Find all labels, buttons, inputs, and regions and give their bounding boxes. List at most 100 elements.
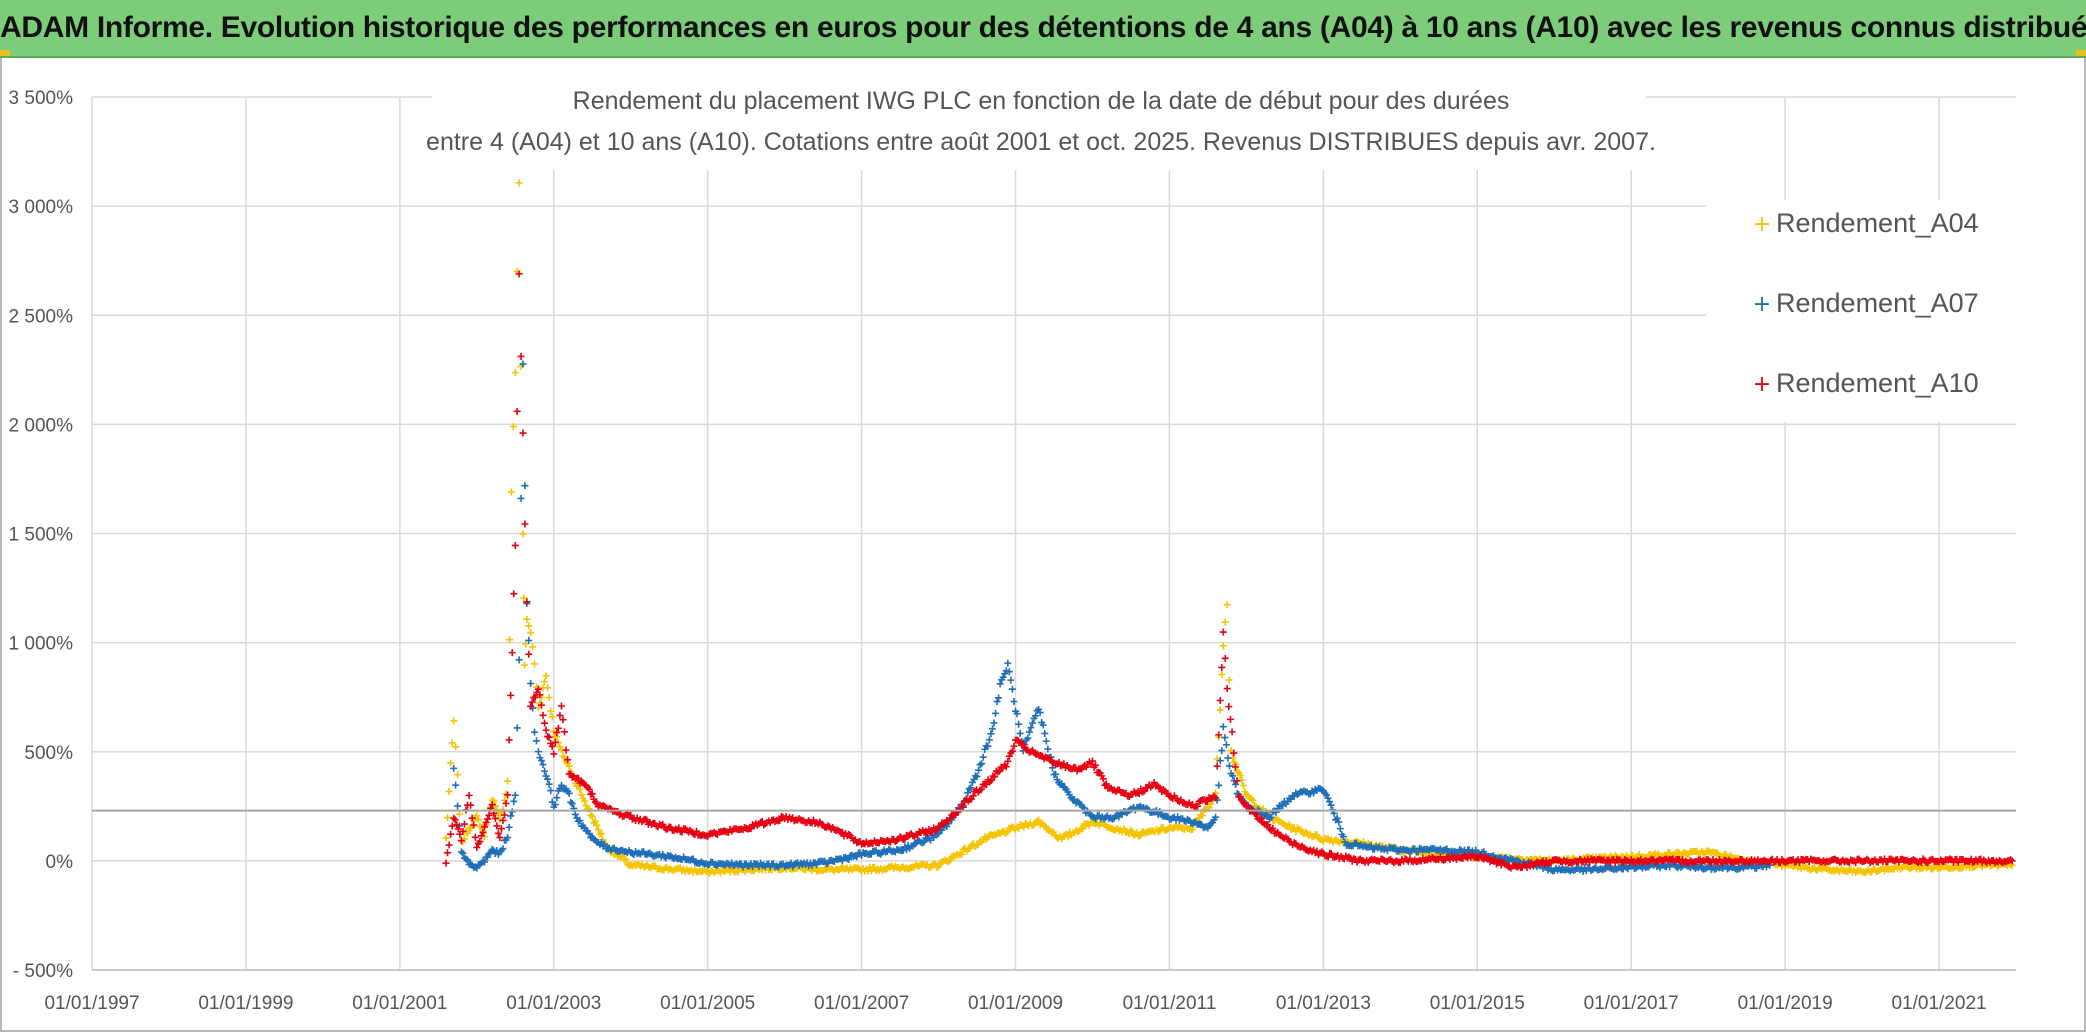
point-rendement_a07 [1327, 801, 1335, 809]
point-rendement_a10 [1257, 815, 1265, 823]
point-rendement_a07 [622, 848, 630, 856]
series-Rendement_A10 [442, 270, 2016, 872]
point-rendement_a10 [534, 685, 542, 693]
point-rendement_a10 [1102, 780, 1110, 788]
point-rendement_a07 [517, 494, 525, 502]
point-rendement_a10 [1223, 685, 1231, 693]
point-rendement_a10 [517, 352, 525, 360]
point-rendement_a07 [457, 848, 465, 856]
point-rendement_a04 [507, 488, 515, 496]
point-rendement_a04 [591, 817, 599, 825]
point-rendement_a07 [601, 840, 609, 848]
point-rendement_a10 [977, 785, 985, 793]
point-rendement_a07 [450, 764, 458, 772]
point-rendement_a04 [594, 826, 602, 834]
point-rendement_a07 [507, 812, 515, 820]
point-rendement_a10 [521, 520, 529, 528]
point-rendement_a07 [902, 846, 910, 854]
point-rendement_a07 [1015, 720, 1023, 728]
point-rendement_a10 [1135, 789, 1143, 797]
legend-marker-a07: + [1753, 292, 1771, 317]
point-rendement_a04 [1221, 618, 1229, 626]
point-rendement_a10 [499, 816, 507, 824]
point-rendement_a07 [999, 673, 1007, 681]
point-rendement_a10 [1496, 857, 1504, 865]
point-rendement_a10 [485, 811, 493, 819]
point-rendement_a04 [593, 821, 601, 829]
point-rendement_a10 [536, 691, 544, 699]
point-rendement_a07 [1225, 762, 1233, 770]
point-rendement_a07 [1218, 747, 1226, 755]
point-rendement_a10 [457, 837, 465, 845]
chart-title-box [432, 84, 1646, 170]
point-rendement_a07 [1224, 754, 1232, 762]
point-rendement_a04 [1120, 825, 1128, 833]
point-rendement_a10 [675, 824, 683, 832]
point-rendement_a10 [450, 814, 458, 822]
x-tick-label: 01/01/2003 [506, 993, 601, 1014]
point-rendement_a07 [1008, 685, 1016, 693]
point-rendement_a10 [528, 698, 536, 706]
point-rendement_a07 [541, 767, 549, 775]
point-rendement_a10 [1140, 787, 1148, 795]
point-rendement_a10 [491, 814, 499, 822]
point-rendement_a10 [1236, 793, 1244, 801]
point-rendement_a04 [958, 850, 966, 858]
point-rendement_a07 [967, 784, 975, 792]
point-rendement_a04 [1085, 822, 1093, 830]
point-rendement_a07 [1221, 734, 1229, 742]
point-rendement_a07 [532, 737, 540, 745]
point-rendement_a10 [1221, 654, 1229, 662]
point-rendement_a07 [547, 787, 555, 795]
legend: + Rendement_A04 + Rendement_A07 + Rendem… [1706, 200, 2016, 422]
point-rendement_a07 [1335, 818, 1343, 826]
point-rendement_a10 [1231, 763, 1239, 771]
point-rendement_a07 [464, 856, 472, 864]
legend-box [1706, 200, 2016, 422]
point-rendement_a10 [531, 693, 539, 701]
point-rendement_a04 [1225, 676, 1233, 684]
point-rendement_a10 [548, 742, 556, 750]
point-rendement_a07 [1016, 729, 1024, 737]
point-rendement_a10 [453, 821, 461, 829]
point-rendement_a04 [542, 672, 550, 680]
point-rendement_a10 [473, 843, 481, 851]
point-rendement_a07 [511, 791, 519, 799]
point-rendement_a04 [541, 678, 549, 686]
legend-marker-a10: + [1753, 372, 1771, 397]
point-rendement_a10 [1230, 749, 1238, 757]
point-rendement_a07 [519, 360, 527, 368]
point-rendement_a10 [445, 841, 453, 849]
point-rendement_a07 [1041, 729, 1049, 737]
point-rendement_a10 [511, 541, 519, 549]
point-rendement_a07 [567, 798, 575, 806]
point-rendement_a07 [1222, 741, 1230, 749]
point-rendement_a07 [585, 829, 593, 837]
point-rendement_a07 [993, 698, 1001, 706]
banner-title: ADAM Informe. Evolution historique des p… [0, 11, 2086, 44]
point-rendement_a04 [1285, 820, 1293, 828]
point-rendement_a10 [484, 815, 492, 823]
point-rendement_a10 [451, 816, 459, 824]
point-rendement_a10 [1252, 810, 1260, 818]
point-rendement_a10 [544, 732, 552, 740]
y-tick-label: - 500% [13, 961, 73, 982]
point-rendement_a07 [1336, 825, 1344, 833]
point-rendement_a10 [467, 801, 475, 809]
point-rendement_a10 [1216, 697, 1224, 705]
point-rendement_a04 [502, 790, 510, 798]
y-tick-label: 0% [46, 852, 74, 873]
point-rendement_a10 [527, 702, 535, 710]
point-rendement_a04 [474, 816, 482, 824]
point-rendement_a10 [519, 429, 527, 437]
point-rendement_a04 [448, 739, 456, 747]
point-rendement_a10 [554, 724, 562, 732]
point-rendement_a04 [1219, 642, 1227, 650]
point-rendement_a07 [459, 849, 467, 857]
point-rendement_a10 [1099, 775, 1107, 783]
point-rendement_a10 [488, 801, 496, 809]
point-rendement_a04 [544, 684, 552, 692]
point-rendement_a04 [954, 851, 962, 859]
point-rendement_a10 [502, 799, 510, 807]
point-rendement_a07 [539, 761, 547, 769]
